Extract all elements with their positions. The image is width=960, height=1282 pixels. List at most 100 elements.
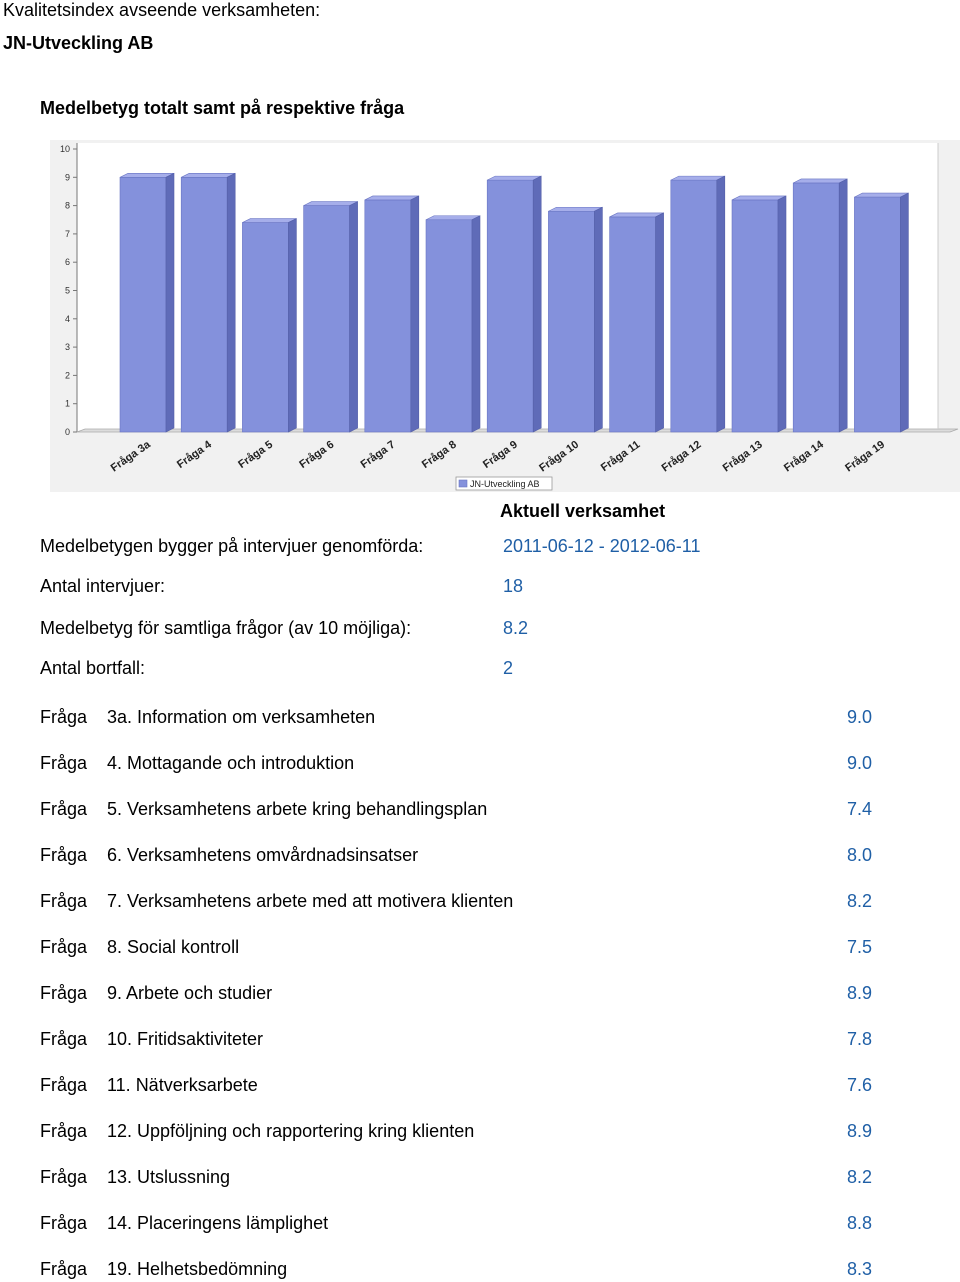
bar	[731, 199, 779, 433]
bar-side	[165, 172, 175, 433]
question-prefix: Fråga	[40, 937, 88, 957]
y-tick-label: 3	[65, 342, 70, 352]
bar-top	[793, 178, 848, 184]
bar-top	[242, 218, 297, 223]
y-tick-label: 9	[65, 172, 70, 182]
summary-label: Antal intervjuer:	[40, 576, 166, 596]
question-score: 7.8	[847, 1029, 873, 1049]
question-prefix: Fråga	[40, 983, 88, 1003]
question-score: 8.9	[847, 983, 873, 1003]
question-prefix: Fråga	[40, 1075, 88, 1095]
bar-top	[609, 212, 664, 218]
company-name: JN-Utveckling AB	[3, 33, 154, 53]
x-tick-label: Fråga 5	[236, 439, 275, 471]
question-prefix: Fråga	[40, 707, 88, 727]
question-score: 8.2	[847, 891, 873, 911]
x-tick-label: Fråga 10	[537, 439, 581, 475]
x-tick-label: Fråga 14	[782, 438, 827, 474]
question-text: 8. Social kontroll	[107, 937, 240, 957]
bar-top	[425, 215, 481, 221]
question-text: 12. Uppföljning och rapportering kring k…	[107, 1121, 475, 1141]
document-title: Kvalitetsindex avseende verksamheten:	[3, 0, 321, 20]
question-prefix: Fråga	[40, 1167, 88, 1187]
question-score: 9.0	[847, 753, 873, 773]
x-tick-label: Fråga 3a	[109, 438, 154, 474]
bar-side	[594, 206, 603, 433]
y-tick-label: 1	[65, 399, 70, 409]
x-tick-label: Fråga 4	[175, 438, 215, 471]
legend-swatch	[458, 479, 468, 488]
bar	[854, 196, 901, 433]
summary-column-header: Aktuell verksamhet	[500, 501, 666, 521]
bar-side	[716, 175, 726, 433]
y-tick-label: 7	[65, 229, 70, 239]
question-score: 8.0	[847, 845, 873, 865]
bar-top	[731, 195, 787, 201]
y-tick-label: 10	[60, 144, 70, 154]
question-score: 7.6	[847, 1075, 873, 1095]
question-score: 8.3	[847, 1259, 873, 1279]
bar	[486, 179, 534, 433]
bar	[425, 219, 473, 433]
question-score: 9.0	[847, 707, 873, 727]
summary-value: 2	[503, 658, 514, 678]
bar-top	[548, 206, 603, 212]
question-text: 4. Mottagande och introduktion	[107, 753, 355, 773]
bar-top	[854, 192, 909, 198]
bar-side	[655, 212, 664, 433]
question-text: 7. Verksamhetens arbete med att motivera…	[107, 891, 514, 911]
bar	[609, 216, 656, 433]
bar-chart-svg: 0 1 2 3 4 5 6 7 8 9 10 Fråga 3a Fråga 4 Fråga 5 Fråga …	[60, 143, 959, 491]
bar-side	[777, 195, 787, 433]
question-prefix: Fråga	[40, 845, 88, 865]
bar-side	[838, 178, 848, 433]
question-score: 7.4	[847, 799, 873, 819]
y-tick-label: 0	[65, 427, 70, 437]
bar-side	[471, 215, 481, 433]
bar	[242, 222, 289, 433]
question-text: 5. Verksamhetens arbete kring behandling…	[107, 799, 488, 819]
bar-side	[900, 192, 909, 433]
x-tick-label: Fråga 8	[420, 439, 459, 471]
x-tick-label: Fråga 6	[297, 439, 336, 471]
question-text: 11. Nätverksarbete	[107, 1075, 258, 1095]
x-tick-label: Fråga 13	[721, 439, 765, 475]
question-prefix: Fråga	[40, 891, 88, 911]
y-tick-label: 6	[65, 257, 70, 267]
legend-box	[455, 476, 553, 491]
question-prefix: Fråga	[40, 1259, 88, 1279]
question-text: 9. Arbete och studier	[107, 983, 273, 1003]
question-text: 14. Placeringens lämplighet	[107, 1213, 329, 1233]
x-tick-label: Fråga 7	[359, 439, 398, 471]
summary-value: 8.2	[503, 618, 529, 638]
summary-value: 18	[503, 576, 524, 596]
bar-top	[303, 201, 358, 206]
chart-heading: Medelbetyg totalt samt på respektive frå…	[40, 98, 405, 118]
question-text: 6. Verksamhetens omvårdnadsinsatser	[107, 845, 419, 865]
x-tick-label: Fråga 11	[599, 439, 642, 474]
question-text: 3a. Information om verksamheten	[107, 707, 376, 727]
y-tick-label: 4	[65, 314, 70, 324]
question-score: 7.5	[847, 937, 873, 957]
question-score: 8.2	[847, 1167, 873, 1187]
question-score: 8.9	[847, 1121, 873, 1141]
bar-top	[487, 175, 542, 181]
x-tick-label: Fråga 9	[481, 439, 520, 471]
bar	[119, 176, 167, 433]
question-text: 13. Utslussning	[107, 1167, 231, 1187]
x-tick-label: Fråga 12	[660, 439, 704, 475]
bar-top	[670, 175, 725, 181]
legend-label: JN-Utveckling AB	[470, 479, 540, 489]
question-score: 8.8	[847, 1213, 873, 1233]
question-prefix: Fråga	[40, 1029, 88, 1049]
bar	[792, 182, 840, 433]
bar-top	[364, 195, 419, 201]
bar-top	[181, 172, 236, 178]
bar	[180, 176, 228, 433]
question-prefix: Fråga	[40, 1121, 88, 1141]
bar	[303, 205, 350, 433]
summary-label: Medelbetyg för samtliga frågor (av 10 mö…	[40, 618, 412, 638]
bar	[670, 179, 718, 433]
bar-side	[410, 195, 420, 433]
bar	[548, 210, 595, 433]
